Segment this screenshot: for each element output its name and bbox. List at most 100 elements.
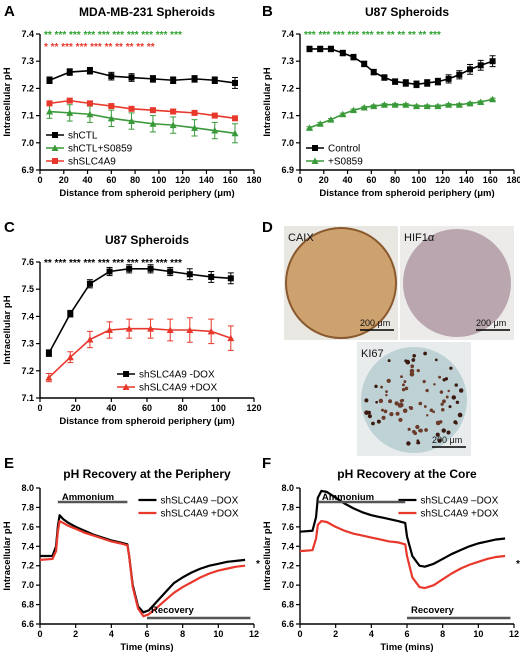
series-2 <box>45 317 235 383</box>
series-line <box>309 48 493 86</box>
ki67-nucleus <box>411 358 416 362</box>
data-point <box>86 336 94 343</box>
ki67-nucleus <box>423 351 427 356</box>
ki67-nucleus <box>444 377 449 381</box>
data-point <box>66 109 74 116</box>
ki67-nucleus <box>415 424 420 430</box>
series-2 <box>306 95 497 131</box>
legend-marker <box>52 132 58 138</box>
data-point <box>327 45 334 52</box>
ki67-nucleus <box>432 410 436 414</box>
panel-letter-e: E <box>4 455 14 472</box>
ki67-nucleus <box>434 358 438 362</box>
series-3 <box>46 97 238 122</box>
x-tick-label: 80 <box>130 175 140 185</box>
x-tick-label: 100 <box>151 175 166 185</box>
hif1a-scale-bar: 200 μm <box>476 318 506 328</box>
significance-stars: * ** *** *** *** ** ** ** ** ** <box>44 42 155 53</box>
data-point <box>231 79 238 86</box>
series-line <box>309 98 493 129</box>
ki67-nucleus <box>367 414 372 419</box>
ki67-nucleus <box>426 414 429 417</box>
series-2 <box>46 104 239 144</box>
ki67-nucleus <box>418 401 423 406</box>
data-point <box>191 124 199 131</box>
series-line <box>48 327 232 379</box>
y-tick-label: 6.9 <box>281 165 294 175</box>
ki67-nucleus <box>374 384 378 389</box>
hif1a-label: HIF1α <box>404 232 435 244</box>
ki67-nucleus <box>429 408 434 413</box>
data-point <box>208 273 215 280</box>
legend: shSLC4A9 -DOX shSLC4A9 +DOX <box>117 370 217 394</box>
x-tick-label: 120 <box>175 175 190 185</box>
data-point <box>166 326 174 333</box>
data-point <box>489 95 497 103</box>
ki67-label: KI67 <box>361 348 384 360</box>
x-tick-label: 60 <box>366 175 376 185</box>
ki67-nucleus <box>385 393 388 397</box>
data-point <box>128 74 135 81</box>
legend-entry: Control <box>328 144 360 155</box>
y-tick-label: 7.6 <box>281 522 294 532</box>
x-tick-label: 12 <box>249 629 259 639</box>
y-tick-label: 7.4 <box>21 541 34 551</box>
data-point <box>108 73 115 80</box>
ki67-nucleus <box>423 405 427 408</box>
y-tick-label: 8.0 <box>21 483 34 493</box>
data-point <box>317 45 324 52</box>
ki67-nucleus <box>457 412 463 418</box>
data-point <box>413 81 420 88</box>
data-point <box>402 101 410 108</box>
ki67-nucleus <box>378 398 384 404</box>
x-tick-label: 10 <box>213 629 223 639</box>
panel-letter-a: A <box>4 3 15 20</box>
ki67-nucleus <box>442 399 446 404</box>
data-point <box>423 102 431 110</box>
y-tick-label: 7.6 <box>21 257 34 267</box>
legend: shSLC4A9 –DOX shSLC4A9 +DOX <box>398 496 499 520</box>
y-tick-label: 7.1 <box>21 111 34 121</box>
data-point <box>455 101 463 108</box>
caix-label: CAIX <box>288 232 314 244</box>
y-tick-label: 7.0 <box>21 580 34 590</box>
y-tick-label: 7.4 <box>21 29 34 39</box>
data-point <box>46 100 53 107</box>
ki67-scale-bar: 200 μm <box>432 435 462 445</box>
x-tick-label: 120 <box>246 403 261 413</box>
ki67-nucleus <box>445 395 449 399</box>
series-line <box>299 489 506 568</box>
series-1 <box>46 66 238 89</box>
x-tick-label: 12 <box>509 629 519 639</box>
x-axis-label: Distance from spheroid periphery (μm) <box>59 416 234 427</box>
y-tick-label: 7.6 <box>21 522 34 532</box>
x-tick-label: 40 <box>83 175 93 185</box>
x-tick-label: 140 <box>199 175 214 185</box>
data-point <box>306 45 313 52</box>
x-tick-label: 0 <box>37 403 42 413</box>
y-axis-label: Intracellular pH <box>262 67 273 136</box>
data-point <box>45 350 52 357</box>
ki67-nucleus <box>376 419 381 424</box>
period-label: Ammonium <box>62 492 114 503</box>
x-tick-label: 6 <box>144 629 149 639</box>
ki67-nucleus <box>404 386 409 391</box>
micrograph-hif1a: HIF1α 200 μm <box>400 226 514 340</box>
y-tick-label: 6.8 <box>281 600 294 610</box>
ki67-nucleus <box>441 407 445 412</box>
data-point <box>128 105 135 112</box>
micrograph-ki67: KI67 200 μm <box>357 342 471 456</box>
y-tick-label: 7.8 <box>21 502 34 512</box>
data-point <box>45 374 53 381</box>
data-point <box>391 101 399 108</box>
ki67-nucleus <box>402 408 408 413</box>
y-tick-label: 7.2 <box>281 83 294 93</box>
x-axis-label: Time (mins) <box>380 642 433 653</box>
series-line <box>49 110 236 135</box>
y-tick-label: 7.8 <box>281 502 294 512</box>
legend-marker <box>123 371 130 377</box>
x-tick-label: 0 <box>297 175 302 185</box>
series-line <box>39 519 246 618</box>
ki67-nucleus <box>439 420 443 424</box>
data-point <box>211 112 218 119</box>
